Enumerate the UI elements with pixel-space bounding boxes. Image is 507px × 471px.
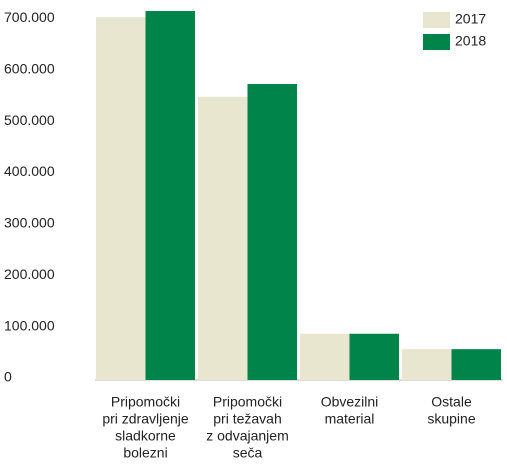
y-tick-label: 200.000 [4,266,55,282]
y-tick-label: 500.000 [4,112,55,128]
legend-swatch [423,34,450,50]
bar [402,349,452,380]
x-tick-label: seča [233,445,263,461]
x-tick-label: skupine [427,411,475,427]
x-tick-label: bolezni [123,445,167,461]
x-tick-label: pri težavah [213,411,281,427]
bar [349,333,399,380]
bar [300,333,350,380]
x-tick-label: pri zdravljenje [102,411,189,427]
bar [145,11,195,381]
x-tick-label: Obvezilni [321,394,379,410]
bar [247,84,297,380]
x-tick-label: z odvajanjem [206,428,289,444]
x-tick-label: sladkorne [115,428,176,444]
x-tick-label: Pripomočki [213,394,282,410]
x-tick-label: Pripomočki [111,394,180,410]
y-tick-label: 300.000 [4,215,55,231]
bar [96,17,146,380]
x-tick-label: material [325,411,375,427]
y-tick-label: 100.000 [4,317,55,333]
y-tick-label: 400.000 [4,163,55,179]
y-tick-label: 600.000 [4,60,55,76]
legend-swatch [423,12,450,28]
legend-label: 2017 [455,11,486,27]
y-tick-label: 700.000 [4,9,55,25]
y-tick-label: 0 [4,369,12,385]
x-tick-label: Ostale [431,394,472,410]
bar [451,349,501,380]
legend-label: 2018 [455,33,486,49]
bar [198,96,248,380]
